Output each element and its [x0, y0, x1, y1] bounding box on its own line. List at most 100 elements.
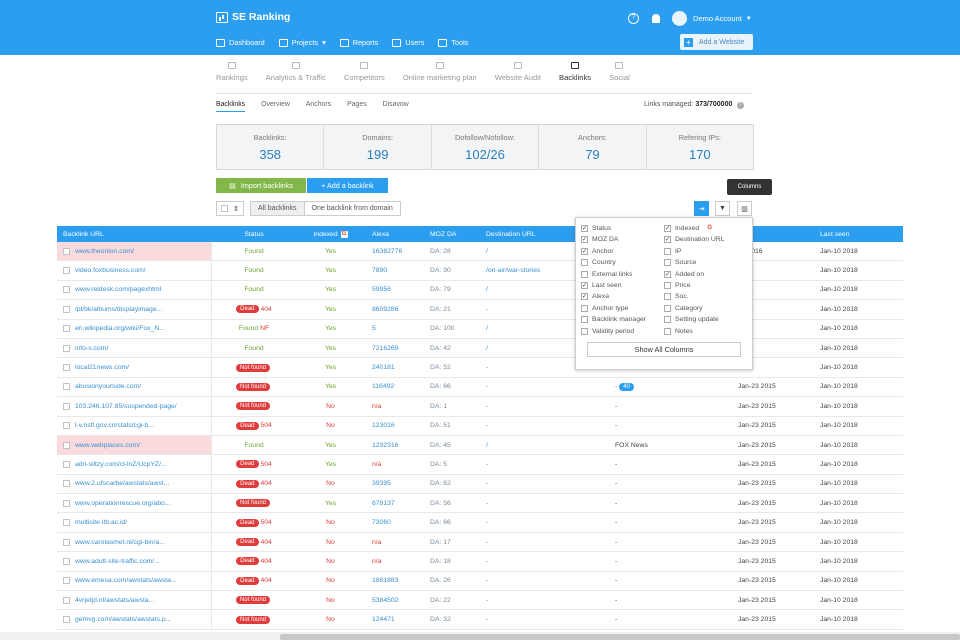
alexa-value[interactable]: 1232316	[372, 441, 399, 449]
row-checkbox[interactable]	[63, 383, 70, 391]
column-checkbox[interactable]	[581, 327, 588, 335]
select-all-dropdown[interactable]: ⇕	[216, 201, 244, 216]
backlink-url[interactable]: www.emesa.com/awstats/awsta...	[75, 577, 177, 585]
column-checkbox[interactable]	[664, 327, 671, 335]
alexa-value[interactable]: 39395	[372, 480, 391, 488]
backlink-url[interactable]: l-v.nsfl.gov.cn/stats/cgi-b...	[75, 422, 155, 430]
stat-value[interactable]: 170	[688, 146, 711, 162]
avatar[interactable]	[672, 11, 687, 26]
row-checkbox[interactable]	[63, 402, 70, 410]
column-option[interactable]: Country	[581, 258, 664, 267]
alexa-value[interactable]: 123016	[372, 422, 395, 430]
column-checkbox[interactable]	[664, 281, 671, 289]
column-checkbox[interactable]	[581, 304, 588, 312]
stat-value[interactable]: 102/26	[465, 146, 505, 162]
alexa-value[interactable]: 8609286	[372, 305, 399, 313]
column-checkbox[interactable]	[581, 316, 588, 324]
row-checkbox[interactable]	[63, 596, 70, 604]
backlink-url[interactable]: info-s.com/	[75, 344, 109, 352]
column-option[interactable]: Notes	[664, 327, 747, 336]
anchor-count[interactable]: 40	[619, 382, 634, 391]
column-option[interactable]: Source	[664, 258, 747, 267]
backlink-url[interactable]: adri-siltzy.com/cl-lnZ/UcpYZ/...	[75, 460, 167, 468]
column-checkbox[interactable]	[664, 316, 671, 324]
backlink-url[interactable]: www.reldesk.com/pagexhtml	[75, 286, 162, 294]
bell-icon[interactable]	[652, 14, 660, 23]
column-checkbox[interactable]	[664, 247, 671, 255]
destination-value[interactable]: /	[486, 441, 488, 449]
show-all-columns-button[interactable]: Show All Columns	[587, 341, 741, 357]
subtab-overview[interactable]: Overview	[261, 101, 290, 108]
stat-value[interactable]: 79	[585, 146, 600, 162]
subtab-anchors[interactable]: Anchors	[305, 101, 332, 108]
column-checkbox[interactable]: ✓	[581, 281, 588, 289]
nav-item-users[interactable]: Users	[392, 38, 424, 47]
select-all-checkbox[interactable]	[221, 205, 228, 212]
alexa-value[interactable]: 5	[372, 325, 376, 333]
row-checkbox[interactable]	[63, 519, 70, 527]
filter-all-backlinks[interactable]: All backlinks	[251, 202, 305, 215]
row-checkbox[interactable]	[63, 286, 70, 294]
backlink-url[interactable]: gemvg.com/awstats/awstats.p...	[75, 616, 172, 624]
backlink-url[interactable]: /pl/bk/albums/displayimage...	[75, 305, 163, 313]
add-backlink-button[interactable]: + Add a backlink	[307, 178, 388, 193]
row-checkbox[interactable]	[63, 247, 70, 255]
column-option[interactable]: Backlink manager	[581, 315, 664, 324]
scrollbar-thumb[interactable]	[280, 634, 960, 640]
column-checkbox[interactable]	[664, 293, 671, 301]
row-checkbox[interactable]	[63, 616, 70, 624]
column-option[interactable]: Soc.	[664, 292, 747, 301]
column-option[interactable]: Anchor type	[581, 304, 664, 313]
backlink-url[interactable]: www.theonion.com/	[75, 247, 134, 255]
column-checkbox[interactable]	[581, 270, 588, 278]
col-last-seen[interactable]: Last seen	[820, 230, 850, 238]
row-checkbox[interactable]	[63, 577, 70, 585]
alexa-value[interactable]: 16382776	[372, 247, 403, 255]
tab-competitors[interactable]: Competitors	[344, 62, 385, 82]
column-option[interactable]: IP	[664, 247, 747, 256]
alexa-value[interactable]: 124471	[372, 616, 395, 624]
alexa-value[interactable]: 59956	[372, 286, 391, 294]
row-checkbox[interactable]	[63, 538, 70, 546]
col-status[interactable]: Status	[244, 230, 264, 238]
column-option[interactable]: ✓ Indexed G	[664, 224, 747, 233]
subtab-pages[interactable]: Pages	[347, 101, 367, 108]
column-checkbox[interactable]: ✓	[581, 247, 588, 255]
column-checkbox[interactable]: ✓	[581, 236, 588, 244]
nav-item-dashboard[interactable]: Dashboard	[216, 38, 265, 47]
logo[interactable]: SE Ranking	[216, 11, 290, 23]
alexa-value[interactable]: 116492	[372, 383, 395, 391]
backlink-url[interactable]: www.carolasmet.nl/cgi-bin/a...	[75, 538, 165, 546]
tab-online-marketing-plan[interactable]: Online marketing plan	[403, 62, 477, 82]
column-option[interactable]: ✓ Last seen	[581, 281, 664, 290]
column-option[interactable]: Setting update	[664, 315, 747, 324]
column-option[interactable]: External links	[581, 270, 664, 279]
column-option[interactable]: ✓ Destination URL	[664, 235, 747, 244]
tab-website-audit[interactable]: Website Audit	[495, 62, 541, 82]
row-checkbox[interactable]	[63, 344, 70, 352]
chevron-down-icon[interactable]: ▼	[745, 15, 752, 22]
row-checkbox[interactable]	[63, 557, 70, 565]
column-option[interactable]: Validity period	[581, 327, 664, 336]
column-checkbox[interactable]	[664, 304, 671, 312]
backlink-url[interactable]: multisite.itb.ac.id/	[75, 519, 128, 527]
columns-button[interactable]: ▥	[737, 201, 752, 216]
row-checkbox[interactable]	[63, 441, 70, 449]
alexa-value[interactable]: 73060	[372, 519, 391, 527]
stat-value[interactable]: 199	[366, 146, 389, 162]
col-alexa[interactable]: Alexa	[372, 230, 390, 238]
col-moz[interactable]: MOZ DA	[430, 230, 457, 238]
backlink-url[interactable]: www.webplaces.com/	[75, 441, 140, 449]
destination-value[interactable]: /	[486, 325, 488, 333]
column-option[interactable]: Price	[664, 281, 747, 290]
column-option[interactable]: ✓ Anchor	[581, 247, 664, 256]
destination-value[interactable]: /on-air/war-stories	[486, 267, 541, 275]
row-checkbox[interactable]	[63, 325, 70, 333]
column-checkbox[interactable]: ✓	[581, 293, 588, 301]
column-checkbox[interactable]: ✓	[664, 270, 671, 278]
destination-value[interactable]: /	[486, 247, 488, 255]
row-checkbox[interactable]	[63, 267, 70, 275]
alexa-value[interactable]: 7216269	[372, 344, 399, 352]
column-option[interactable]: ✓ Alexa	[581, 292, 664, 301]
tab-analytics-traffic[interactable]: Analytics & Traffic	[266, 62, 326, 82]
